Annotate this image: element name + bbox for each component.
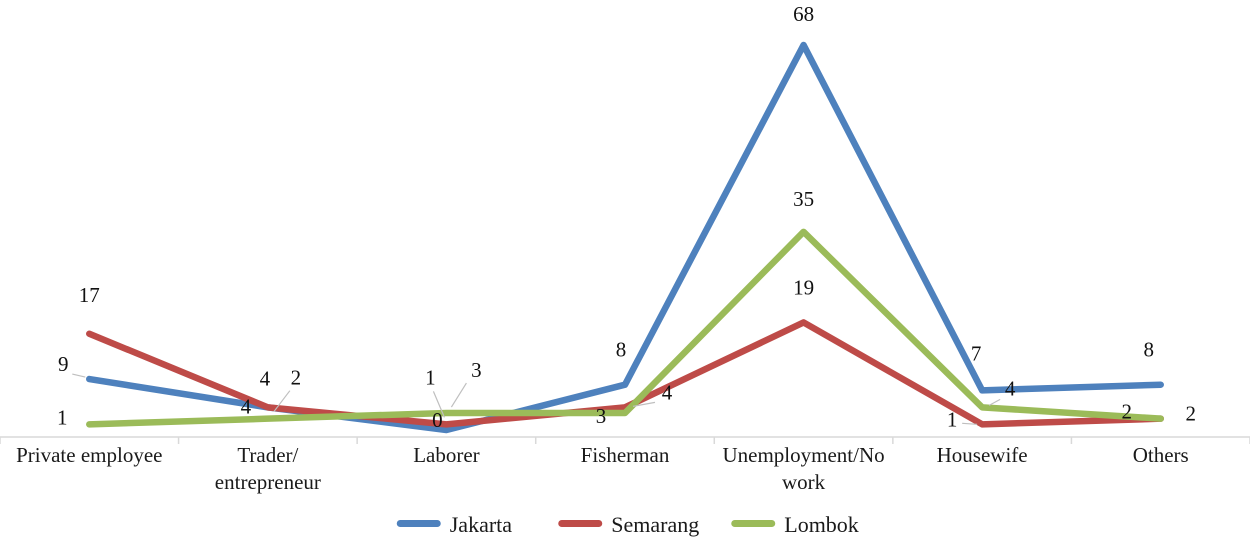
label-leader-line — [962, 422, 978, 425]
series-line-lombok — [86, 228, 1164, 428]
legend-swatch-semarang — [558, 520, 603, 527]
legend-label-jakarta: Jakarta — [450, 512, 513, 537]
data-label-lombok-1: 2 — [291, 366, 302, 390]
data-label-jakarta-3: 8 — [616, 338, 627, 362]
category-label-3: Fisherman — [581, 443, 670, 467]
label-leader-line — [450, 382, 467, 408]
data-label-semarang-1: 4 — [260, 366, 271, 390]
legend-item-semarang: Semarang — [558, 512, 699, 537]
label-leader-line — [72, 373, 86, 378]
legend-swatch-jakarta — [396, 520, 441, 527]
data-label-lombok-2: 3 — [471, 358, 482, 382]
data-label-semarang-2: 1 — [425, 365, 436, 389]
data-label-semarang-4: 19 — [793, 275, 814, 299]
data-label-semarang-6: 2 — [1121, 400, 1132, 424]
label-leader-line — [632, 401, 656, 407]
series-line-jakarta — [86, 41, 1164, 434]
legend-label-semarang: Semarang — [611, 512, 699, 537]
category-label-5: Housewife — [937, 443, 1028, 467]
category-label-0: Private employee — [16, 443, 162, 467]
data-label-jakarta-1: 4 — [241, 394, 252, 418]
legend-item-jakarta: Jakarta — [396, 512, 513, 537]
data-label-jakarta-2: 0 — [432, 408, 443, 432]
data-label-semarang-0: 17 — [79, 283, 100, 307]
label-leader-line — [432, 391, 445, 418]
legend: Jakarta Semarang Lombok — [396, 512, 859, 537]
category-label-1: Trader/ — [237, 443, 298, 467]
data-label-semarang-3: 4 — [662, 380, 673, 404]
data-label-jakarta-6: 8 — [1143, 338, 1154, 362]
category-label-4: Unemployment/No — [722, 443, 884, 467]
series-line-semarang — [86, 319, 1164, 428]
category-label-6: Others — [1133, 443, 1189, 467]
data-label-semarang-5: 1 — [947, 407, 958, 431]
legend-label-lombok: Lombok — [784, 512, 859, 537]
legend-item-lombok: Lombok — [731, 512, 859, 537]
data-label-jakarta-4: 68 — [793, 2, 814, 26]
data-label-jakarta-5: 7 — [971, 341, 982, 365]
label-leader-line — [273, 390, 291, 413]
data-label-lombok-5: 4 — [1005, 376, 1016, 400]
category-label-4: work — [782, 470, 826, 494]
legend-swatch-lombok — [731, 520, 776, 527]
data-label-jakarta-0: 9 — [58, 352, 69, 376]
category-label-2: Laborer — [413, 443, 479, 467]
data-label-lombok-3: 3 — [596, 404, 607, 428]
data-label-lombok-0: 1 — [57, 405, 68, 429]
data-label-lombok-4: 35 — [793, 187, 814, 211]
category-label-1: entrepreneur — [215, 470, 321, 494]
data-label-lombok-6: 2 — [1185, 402, 1196, 426]
label-leader-line — [988, 398, 1001, 406]
